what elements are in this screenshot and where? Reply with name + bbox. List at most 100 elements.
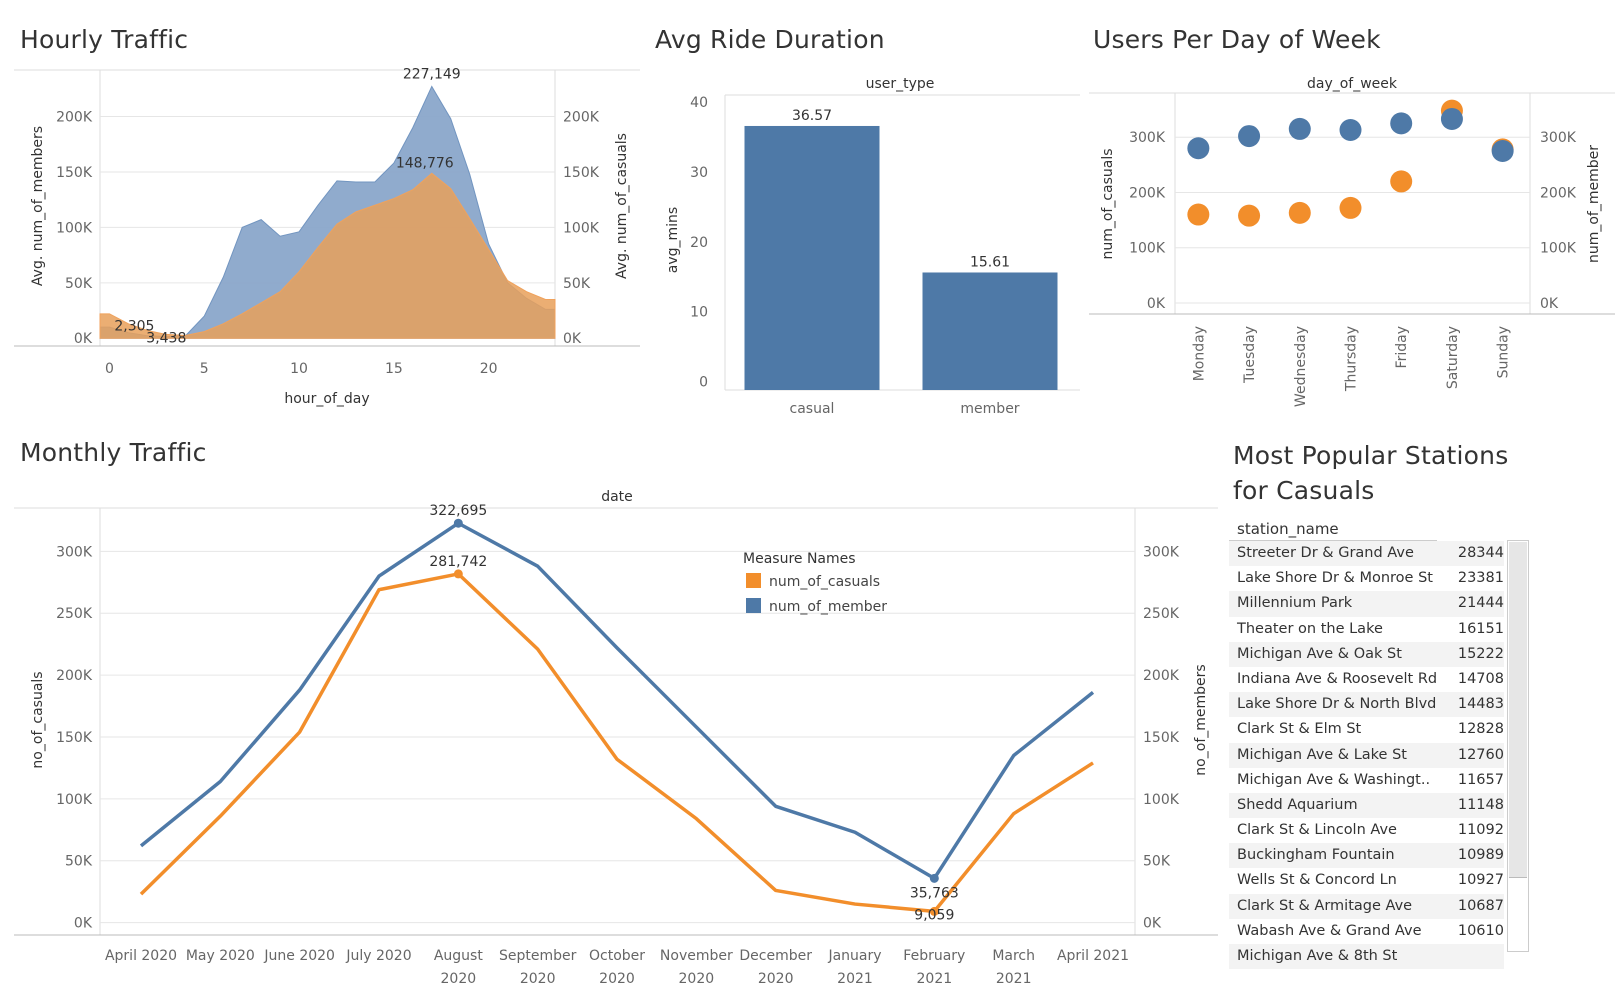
duration-bar-value: 15.61 [970,254,1010,270]
station-row[interactable]: Buckingham Fountain 10989 [1229,843,1504,869]
monthly-y-tick-left: 0K [74,916,93,932]
hourly-y-tick-right: 50K [563,276,591,292]
station-row[interactable]: Millennium Park 21444 [1229,591,1504,617]
hourly-y-tick-right: 200K [563,110,600,126]
station-row[interactable]: Shedd Aquarium 11148 [1229,792,1504,819]
station-row[interactable]: Lake Shore Dr & Monroe St 23381 [1229,566,1504,591]
monthly-x-tick: September 2020 [499,948,577,987]
hourly-y-tick-left: 150K [56,165,93,181]
hourly-y-tick-left: 100K [56,220,93,236]
station-row[interactable]: Lake Shore Dr & North Blvd 14483 [1229,692,1504,718]
dow-y-tick-left: 100K [1129,241,1166,257]
dow-x-tick: Wednesday [1293,326,1309,407]
hourly-y-tick-left: 0K [74,331,93,347]
station-count: 12760 [1457,746,1504,763]
station-row[interactable]: Michigan Ave & Oak St 15222 [1229,641,1504,667]
hourly-chart: 0K 50K 100K 150K 200K 0K 50K 100K 150K 200K 0 5 10… [14,66,640,407]
dow-x-tick: Monday [1191,326,1207,381]
duration-y-tick: 20 [690,235,708,251]
station-row[interactable]: Clark St & Lincoln Ave 11092 [1229,818,1504,843]
dow-column-header: day_of_week [1307,76,1398,92]
dow-point-num_of_casuals [1390,170,1413,193]
monthly-x-tick: December 2020 [739,948,812,987]
station-row[interactable]: Wabash Ave & Grand Ave 10610 [1229,919,1504,944]
station-name: Theater on the Lake [1237,620,1383,637]
station-name: Clark St & Armitage Ave [1237,897,1413,914]
dow-x-tick: Saturday [1445,326,1461,389]
monthly-x-tick: April 2021 [1057,948,1129,964]
station-count: 15222 [1457,645,1504,662]
monthly-data-label: 35,763 [910,885,959,901]
station-count [1437,944,1504,969]
station-name: Buckingham Fountain [1237,847,1395,864]
dow-y-tick-right: 300K [1540,130,1577,146]
legend-swatch-casuals [746,573,761,588]
monthly-x-tick: November 2020 [660,948,733,987]
hourly-data-label: 2,305 [114,319,154,335]
hourly-x-tick: 5 [200,361,209,377]
legend-label-members: num_of_member [769,599,887,615]
monthly-data-label: 322,695 [429,503,487,519]
duration-y-axis-label: avg_mins [665,207,681,273]
station-row[interactable]: Michigan Ave & Lake St 12760 [1229,742,1504,768]
monthly-y-tick-left: 250K [56,606,93,622]
dow-point-num_of_member [1440,107,1463,130]
stations-scrollbar-thumb[interactable] [1509,542,1527,878]
station-count: 28344 [1457,545,1504,561]
hourly-y-tick-right: 100K [563,220,600,236]
monthly-plot-frame [99,507,1136,936]
stations-list[interactable]: Streeter Dr & Grand Ave 28344 Lake Shore D… [1229,541,1529,975]
monthly-x-tick: August 2020 [434,948,484,987]
monthly-y-tick-right: 150K [1143,730,1180,746]
hourly-y-tick-left: 200K [56,110,93,126]
monthly-y-axis-label-right: no_of_members [1193,664,1209,775]
station-row[interactable]: Theater on the Lake 16151 [1229,617,1504,642]
monthly-traffic-title: Monthly Traffic [20,438,207,467]
dow-y-tick-right: 0K [1540,296,1559,312]
hourly-y-tick-left: 50K [65,276,93,292]
dow-x-tick: Thursday [1344,326,1360,392]
legend-swatch-members [746,598,761,613]
dow-point-num_of_member [1339,119,1362,142]
station-row[interactable]: Wells St & Concord Ln 10927 [1229,868,1504,893]
monthly-marker [453,518,463,528]
station-row[interactable]: Clark St & Armitage Ave 10687 [1229,893,1504,919]
station-count: 11148 [1457,796,1504,813]
hourly-data-label: 3,438 [146,330,186,346]
station-name: Wells St & Concord Ln [1237,872,1397,889]
station-row[interactable]: Michigan Ave & 8th St [1229,944,1504,970]
stations-column-header: station_name [1229,518,1437,541]
duration-chart: user_type 0 10 20 30 40 36.57 casual 15.61 memb… [665,76,1080,417]
avg-ride-duration-title: Avg Ride Duration [655,25,885,54]
hourly-data-label: 227,149 [403,66,461,82]
station-row[interactable]: Streeter Dr & Grand Ave 28344 [1229,541,1504,567]
station-row[interactable]: Indiana Ave & Roosevelt Rd 14708 [1229,667,1504,692]
dow-point-num_of_casuals [1339,196,1362,219]
station-count: 10927 [1457,872,1504,889]
hourly-y-axis-label-left: Avg. num_of_members [30,126,46,286]
duration-bar-casual [744,125,880,390]
station-row[interactable]: Clark St & Elm St 12828 [1229,717,1504,742]
station-name: Millennium Park [1237,595,1353,612]
duration-y-tick: 30 [690,165,708,181]
monthly-y-tick-right: 50K [1143,854,1171,870]
station-count: 11092 [1457,822,1504,839]
hourly-y-tick-right: 0K [563,331,582,347]
station-count: 23381 [1457,570,1504,587]
station-count: 14708 [1457,670,1504,687]
monthly-y-tick-right: 300K [1143,544,1180,560]
dow-x-tick: Tuesday [1242,326,1258,384]
dow-point-num_of_member [1491,140,1514,163]
stations-scrollbar[interactable] [1507,540,1529,952]
monthly-y-tick-right: 200K [1143,668,1180,684]
hourly-x-tick: 15 [385,361,403,377]
duration-x-tick: casual [790,401,835,417]
station-name: Michigan Ave & Lake St [1237,746,1407,763]
dow-point-num_of_casuals [1288,201,1311,224]
station-row[interactable]: Michigan Ave & Washingt.. 11657 [1229,768,1504,793]
dow-y-axis-label-left: num_of_casuals [1100,148,1116,259]
hourly-y-axis-label-right: Avg. num_of_casuals [614,133,630,279]
station-name: Shedd Aquarium [1237,796,1358,813]
monthly-x-tick: July 2020 [345,948,411,964]
hourly-x-tick: 0 [105,361,114,377]
